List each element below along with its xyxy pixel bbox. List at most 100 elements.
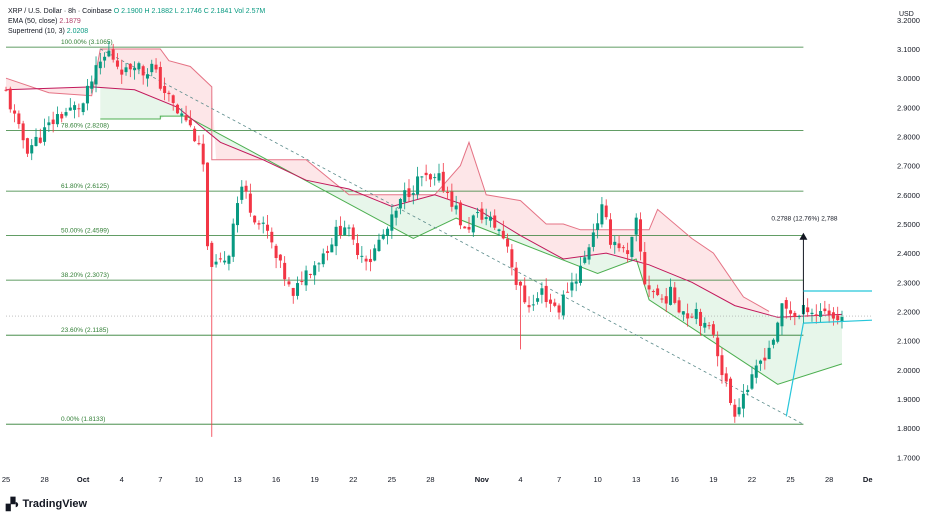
candle-body <box>566 291 570 293</box>
candle-body <box>523 285 527 303</box>
supertrend-bull-line <box>100 115 843 385</box>
symbol-row[interactable]: XRP / U.S. Dollar · 8h · Coinbase O 2.19… <box>8 7 265 17</box>
candle-body <box>77 108 81 110</box>
candle-body <box>317 263 321 265</box>
supertrend-row[interactable]: Supertrend (10, 3) 2.0208 <box>8 27 265 37</box>
fib-level-label: 100.00% (3.1065) <box>61 39 113 46</box>
candle-body <box>205 162 209 247</box>
candle-body <box>553 302 557 306</box>
candle-body <box>175 104 179 114</box>
candle-body <box>699 311 703 326</box>
time-tick-label: Nov <box>475 475 490 484</box>
candle-body <box>180 113 184 116</box>
fib-level-label: 23.60% (2.1185) <box>61 327 109 334</box>
candle-body <box>287 281 291 285</box>
candle-body <box>433 177 437 179</box>
annotations: 0.2788 (12.76%) 2,788 <box>771 216 873 417</box>
price-tick-label: 2.4000 <box>897 249 920 258</box>
candle-body <box>488 216 492 221</box>
candle-body <box>17 113 21 125</box>
tradingview-logo[interactable]: ▞◗ TradingView <box>6 497 87 511</box>
candle-body <box>390 214 394 231</box>
candle-body <box>754 365 758 378</box>
candle-body <box>776 322 780 342</box>
candle-body <box>441 171 445 191</box>
time-tick-label: 4 <box>120 475 124 484</box>
candle-body <box>278 254 282 261</box>
candle-body <box>257 223 261 225</box>
candle-body <box>836 315 840 321</box>
tradingview-icon: ▞◗ <box>6 497 21 511</box>
candle-body <box>94 65 98 85</box>
ema-row[interactable]: EMA (50, close) 2.1879 <box>8 17 265 27</box>
candle-body <box>291 287 295 296</box>
candle-body <box>30 145 34 154</box>
time-tick-label: 22 <box>349 475 357 484</box>
candle-body <box>411 193 415 195</box>
candle-body <box>501 230 505 239</box>
time-tick-label: 28 <box>426 475 434 484</box>
candle-body <box>81 103 85 113</box>
candle-body <box>518 281 522 286</box>
candle-body <box>150 63 154 73</box>
time-tick-label: 16 <box>671 475 679 484</box>
ema-value: 2.1879 <box>59 18 81 25</box>
candle-body <box>21 123 25 141</box>
currency-label: USD <box>899 11 914 18</box>
candle-body <box>38 137 42 143</box>
candle-body <box>231 223 235 257</box>
candle-body <box>729 378 733 403</box>
candle-body <box>797 316 801 318</box>
candle-body <box>493 215 497 228</box>
candle-body <box>68 107 72 111</box>
candle-body <box>746 389 750 393</box>
candle-body <box>356 243 360 255</box>
candle-body <box>578 265 582 283</box>
candle-body <box>741 393 745 409</box>
candle-body <box>73 105 77 110</box>
candle-body <box>510 249 514 268</box>
candle-body <box>424 172 428 176</box>
time-tick-label: Oct <box>77 475 90 484</box>
candle-body <box>300 281 304 283</box>
measure-arrow-head <box>799 232 808 240</box>
candle-body <box>561 294 565 316</box>
candle-body <box>154 64 158 70</box>
time-tick-label: 16 <box>272 475 280 484</box>
ema-label: EMA (50, close) <box>8 18 58 25</box>
candlesticks <box>4 41 844 437</box>
candle-body <box>536 298 540 302</box>
supertrend-fills <box>6 49 843 385</box>
fib-level-label: 78.60% (2.8208) <box>61 122 109 129</box>
candle-body <box>613 241 617 246</box>
fib-level-label: 50.00% (2.4599) <box>61 228 109 235</box>
candle-body <box>103 56 107 61</box>
candle-body <box>368 258 372 263</box>
candle-body <box>364 258 368 262</box>
candle-body <box>591 232 595 247</box>
price-tick-label: 2.3000 <box>897 278 920 287</box>
candle-body <box>381 234 385 239</box>
candle-body <box>617 243 621 249</box>
candle-body <box>814 314 818 316</box>
ohlc-values: O 2.1900 H 2.1882 L 2.1746 C 2.1841 Vol … <box>113 8 266 15</box>
candle-body <box>128 63 132 70</box>
candle-body <box>458 202 462 226</box>
candle-body <box>707 325 711 327</box>
candle-body <box>214 261 218 265</box>
price-tick-label: 2.7000 <box>897 162 920 171</box>
candle-body <box>428 174 432 180</box>
candle-body <box>604 205 608 218</box>
candle-body <box>840 317 844 322</box>
time-tick-label: 28 <box>825 475 833 484</box>
candle-body <box>360 255 364 257</box>
time-axis[interactable]: 25 28 Oct 4 7 10 13 16 19 22 25 28 Nov 4 7 10 13 16 19 22 25… <box>2 475 873 484</box>
time-tick-label: 10 <box>195 475 203 484</box>
candle-body <box>304 270 308 286</box>
candle-body <box>673 287 677 303</box>
price-axis[interactable]: 3.2000 3.1000 3.0000 2.9000 2.8000 2.7000 2.60… <box>897 16 920 462</box>
candle-body <box>223 260 227 263</box>
candle-body <box>544 285 548 303</box>
price-tick-label: 3.1000 <box>897 45 920 54</box>
